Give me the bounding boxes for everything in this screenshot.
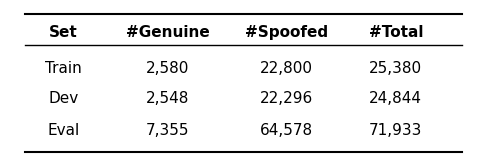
Text: 2,580: 2,580 bbox=[146, 61, 189, 76]
Text: Dev: Dev bbox=[48, 91, 78, 106]
Text: 22,296: 22,296 bbox=[260, 91, 313, 106]
Text: #Genuine: #Genuine bbox=[126, 25, 209, 40]
Text: #Total: #Total bbox=[369, 25, 423, 40]
Text: Set: Set bbox=[49, 25, 77, 40]
Text: 71,933: 71,933 bbox=[369, 123, 423, 138]
Text: 24,844: 24,844 bbox=[369, 91, 423, 106]
Text: 2,548: 2,548 bbox=[146, 91, 189, 106]
Text: Eval: Eval bbox=[47, 123, 79, 138]
Text: #Spoofed: #Spoofed bbox=[245, 25, 328, 40]
Text: 64,578: 64,578 bbox=[260, 123, 313, 138]
Text: 7,355: 7,355 bbox=[146, 123, 189, 138]
Text: 25,380: 25,380 bbox=[369, 61, 423, 76]
Text: 22,800: 22,800 bbox=[260, 61, 313, 76]
Text: Train: Train bbox=[45, 61, 82, 76]
